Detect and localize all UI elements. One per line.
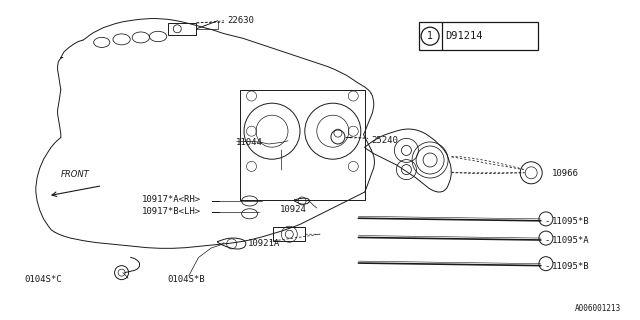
Text: 11095*A: 11095*A bbox=[552, 236, 589, 245]
Text: 11044: 11044 bbox=[236, 138, 262, 147]
Text: 1: 1 bbox=[427, 31, 433, 41]
Text: 0104S*C: 0104S*C bbox=[24, 276, 62, 284]
Text: 11095*B: 11095*B bbox=[552, 262, 589, 271]
Text: 10917*B<LH>: 10917*B<LH> bbox=[142, 207, 201, 216]
Text: 22630: 22630 bbox=[227, 16, 254, 25]
Text: D91214: D91214 bbox=[445, 31, 483, 41]
Text: 10966: 10966 bbox=[552, 169, 579, 178]
Text: A006001213: A006001213 bbox=[575, 304, 621, 313]
Text: FRONT: FRONT bbox=[61, 170, 90, 179]
Text: 0104S*B: 0104S*B bbox=[168, 276, 205, 284]
Text: 10924: 10924 bbox=[280, 205, 307, 214]
Text: 10921A: 10921A bbox=[248, 239, 280, 248]
Text: 10917*A<RH>: 10917*A<RH> bbox=[142, 196, 201, 204]
Text: 25240: 25240 bbox=[371, 136, 398, 145]
Text: 11095*B: 11095*B bbox=[552, 217, 589, 226]
